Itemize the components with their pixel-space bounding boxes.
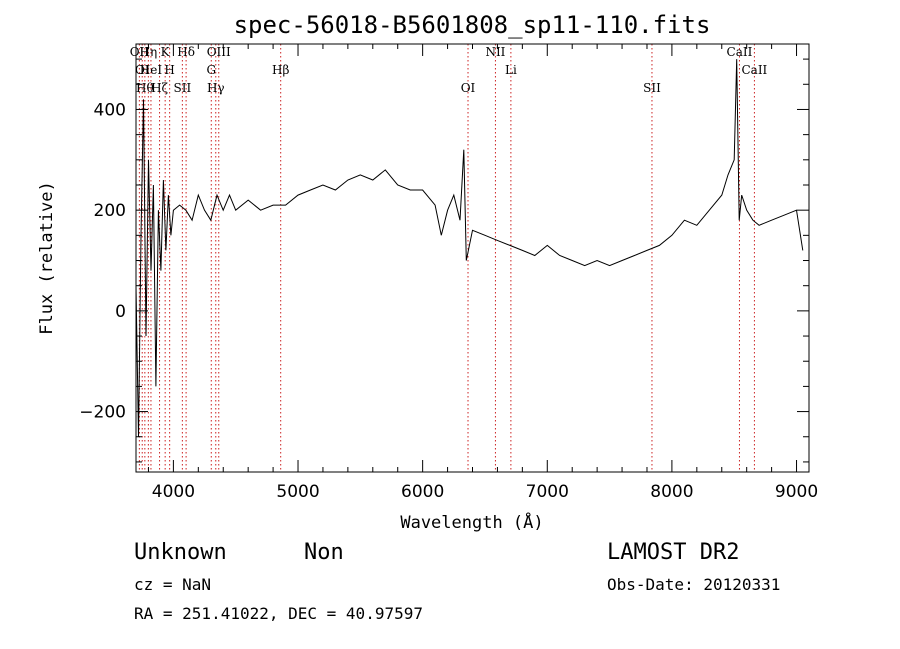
line-label: SII [174, 81, 192, 95]
coordinates-text: RA = 251.41022, DEC = 40.97597 [134, 604, 423, 623]
line-label: H [164, 63, 174, 77]
line-label: OIII [207, 45, 231, 59]
line-label: NII [485, 45, 505, 59]
y-tick-label: 0 [115, 302, 126, 322]
line-label: Hβ [272, 63, 289, 77]
line-label: HeI [140, 63, 163, 77]
obs-date-text: Obs-Date: 20120331 [607, 575, 780, 594]
line-label: G [206, 63, 216, 77]
x-tick-label: 9000 [775, 482, 818, 502]
class-label: Unknown [134, 540, 227, 565]
line-label: CaII [741, 63, 767, 77]
x-tick-label: 7000 [526, 482, 569, 502]
line-label: Hζ [151, 81, 168, 95]
plot-frame [135, 43, 810, 473]
line-label: OI [461, 81, 476, 95]
x-tick-label: 4000 [152, 482, 195, 502]
subclass-label: Non [304, 540, 344, 565]
line-markers [138, 44, 755, 472]
x-axis: 4000 5000 6000 7000 8000 9000 [147, 44, 818, 502]
line-label: Hδ [177, 45, 195, 59]
spectrum-line [135, 59, 804, 437]
x-tick-label: 8000 [650, 482, 693, 502]
redshift-text: cz = NaN [134, 575, 211, 594]
line-label: OI [135, 63, 150, 77]
line-label: SII [643, 81, 661, 95]
survey-label: LAMOST DR2 [607, 540, 739, 565]
y-tick-label: −200 [79, 403, 126, 423]
y-axis-label: Flux (relative) [37, 181, 57, 335]
y-tick-label: 200 [94, 201, 126, 221]
line-label: OII [130, 45, 150, 59]
y-tick-label: 400 [94, 100, 126, 120]
x-axis-label: Wavelength (Å) [400, 511, 543, 533]
line-label: K [161, 45, 171, 59]
line-label: Hγ [207, 81, 225, 95]
line-label: Li [505, 63, 517, 77]
x-tick-label: 5000 [276, 482, 319, 502]
x-tick-label: 6000 [401, 482, 444, 502]
y-axis: −200 0 200 400 [79, 58, 809, 463]
line-label: Hη [140, 45, 158, 59]
line-label: CaII [727, 45, 753, 59]
chart-title: spec-56018-B5601808_sp11-110.fits [234, 11, 711, 39]
line-labels: OIIOIHθHηHeIHζKHSIIHδGHγOIIIHβOINIILiSII… [130, 45, 768, 95]
